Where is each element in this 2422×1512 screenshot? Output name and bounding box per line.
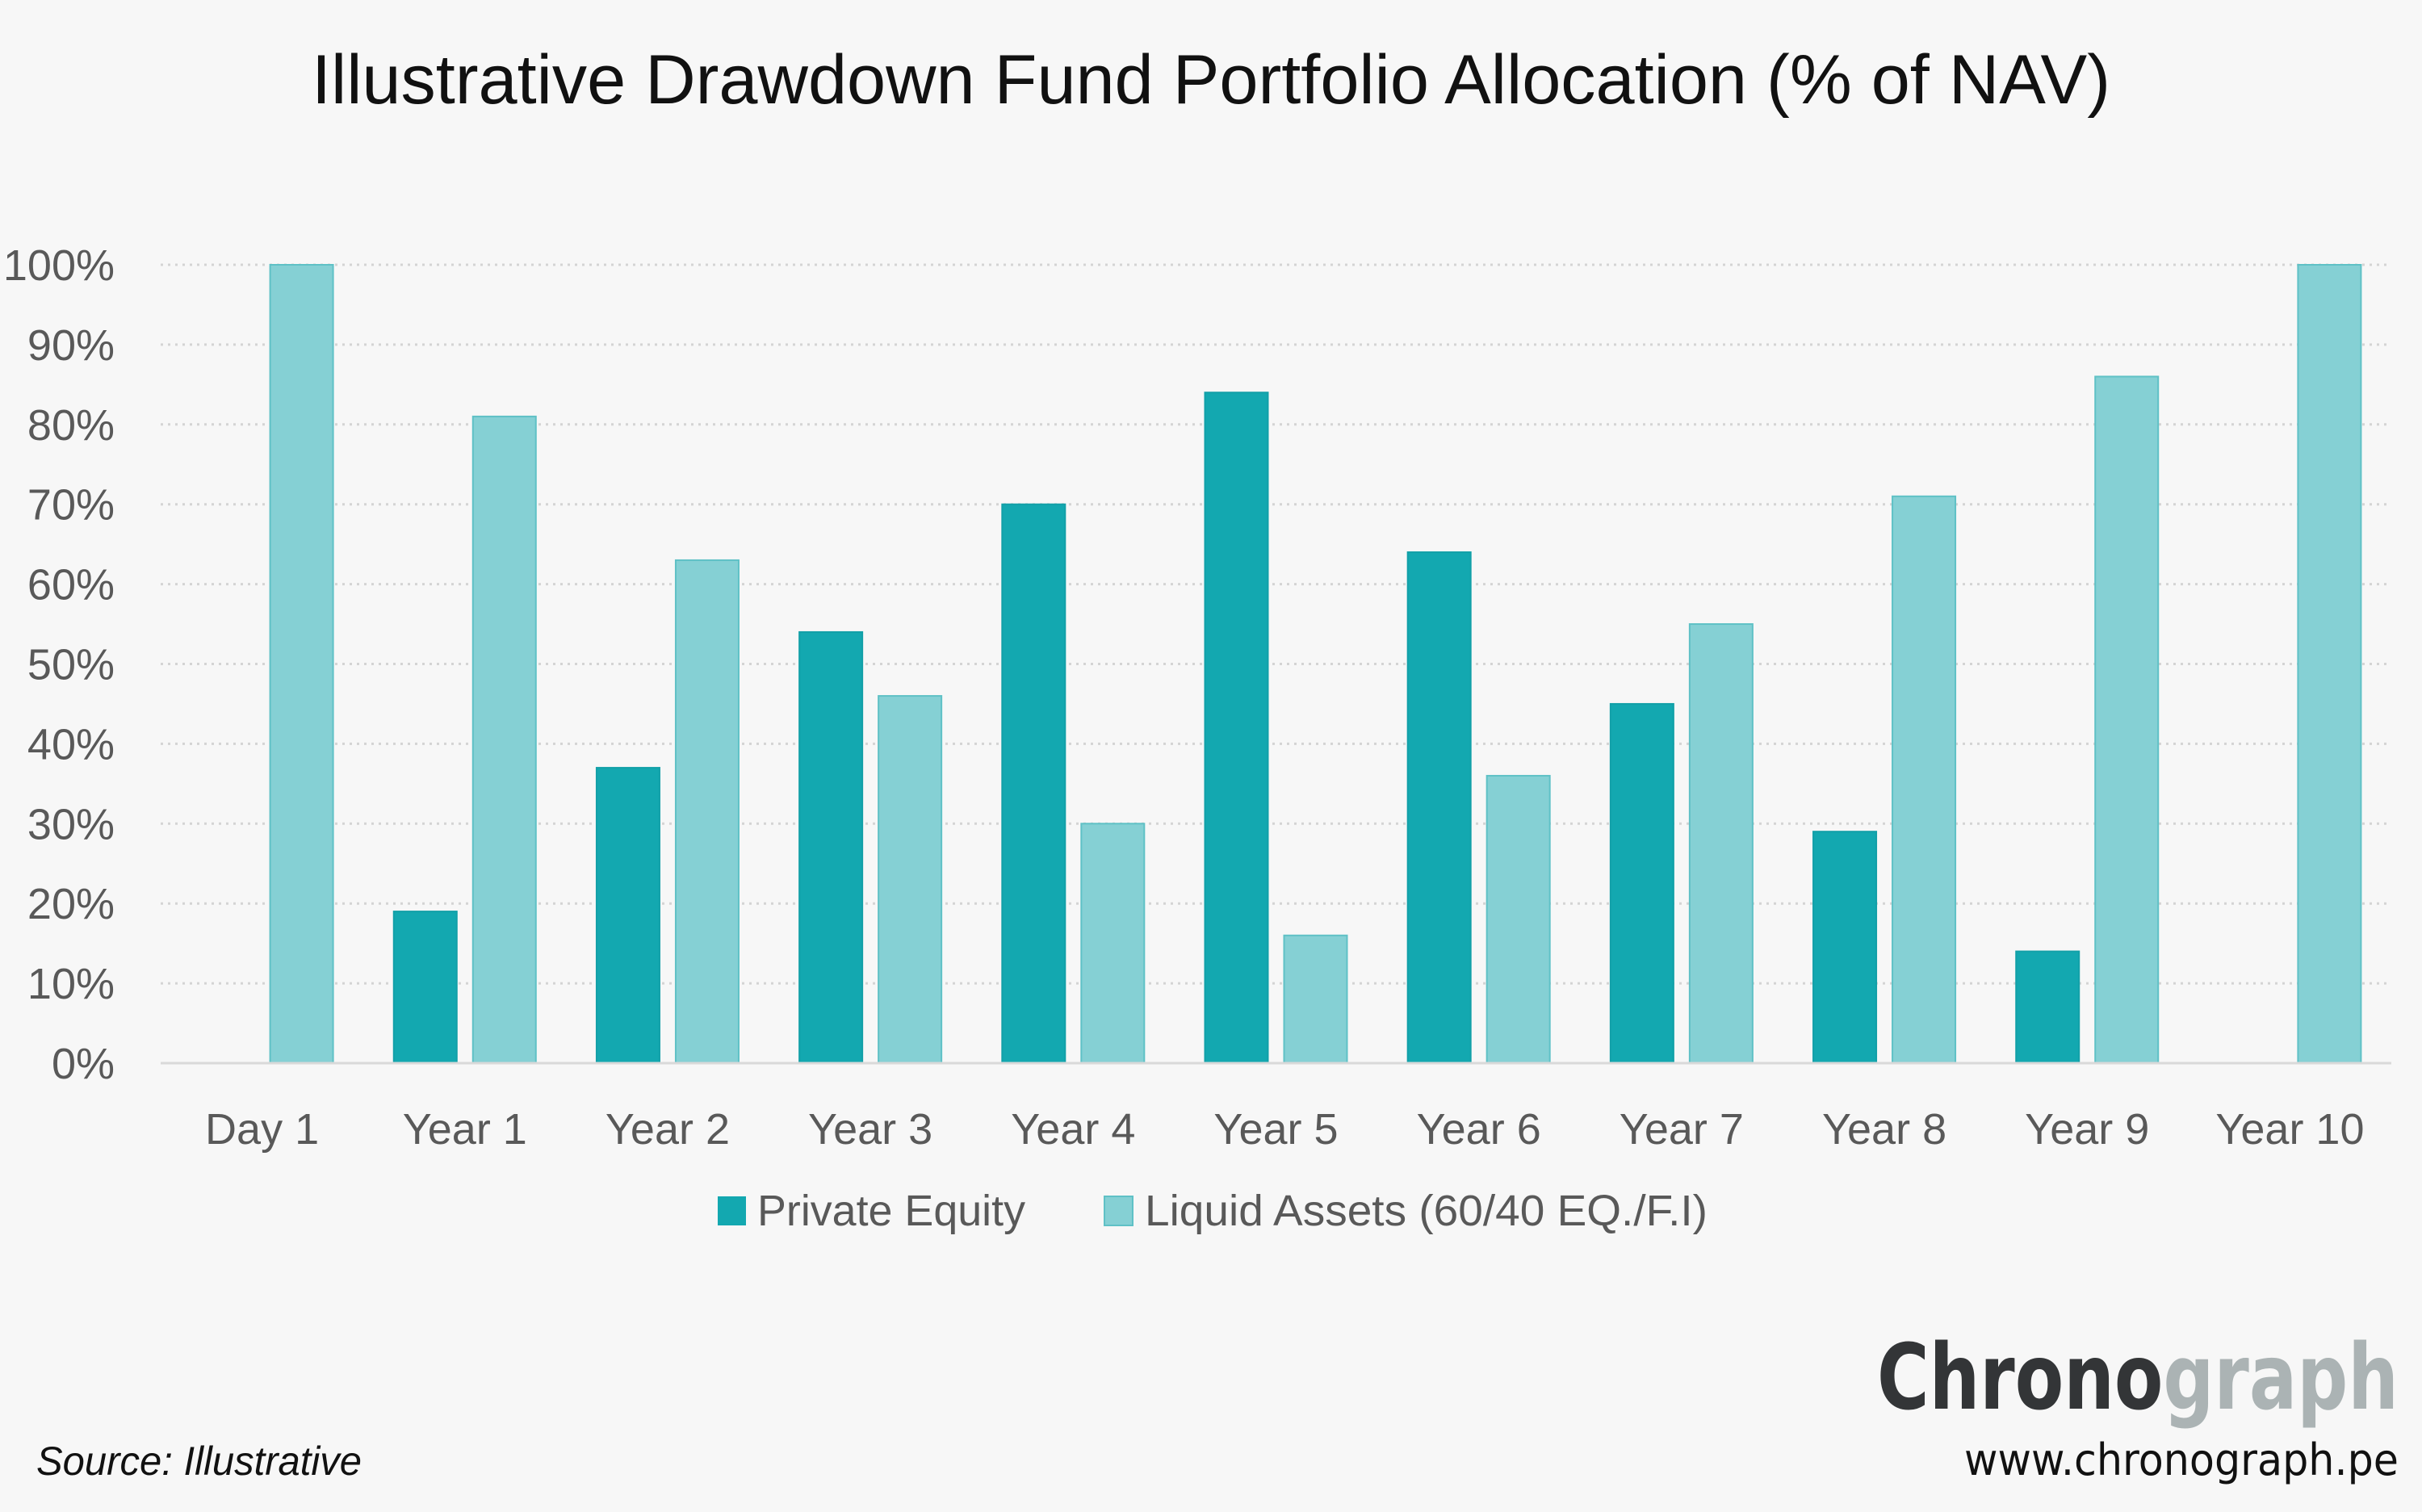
y-tick-label: 70% [27,481,115,530]
bar-liquid-assets[interactable]: Year 4 — Liquid Assets (60/40 EQ./F.I): … [1080,823,1146,1064]
y-tick-label: 60% [27,561,115,609]
x-tick-label: Year 2 [606,1105,730,1154]
bar-private-equity[interactable]: Year 7 — Private Equity: 45% [1609,702,1674,1064]
y-tick-label: 10% [27,960,115,1008]
x-tick-label: Year 10 [2215,1105,2364,1154]
bar-liquid-assets[interactable]: Day 1 — Liquid Assets (60/40 EQ./F.I): 1… [269,264,334,1064]
bar-liquid-assets[interactable]: Year 8 — Liquid Assets (60/40 EQ./F.I): … [1892,495,1957,1064]
bar-liquid-assets[interactable]: Year 3 — Liquid Assets (60/40 EQ./F.I): … [878,695,943,1064]
y-axis-ticks: 0% 10% 20% 30% 40% 50% 60% 70% 80% 90% 100% [3,241,115,1088]
bar-liquid-assets[interactable]: Year 2 — Liquid Assets (60/40 EQ./F.I): … [674,559,740,1064]
y-tick-label: 80% [27,401,115,450]
x-tick-label: Year 4 [1011,1105,1135,1154]
x-axis-ticks: Day 1 Year 1 Year 2 Year 3 Year 4 Year 5 Year … [205,1105,2364,1154]
bar-liquid-assets[interactable]: Year 10 — Liquid Assets (60/40 EQ./F.I):… [2297,264,2362,1064]
y-tick-label: 40% [27,720,115,769]
bar-private-equity[interactable]: Year 4 — Private Equity: 70% [1001,503,1066,1064]
legend-item-private-equity[interactable]: Private Equity [718,1187,1025,1235]
legend-label-private-equity: Private Equity [757,1187,1025,1235]
chronograph-logo: Chronograph [1877,1326,2399,1430]
y-tick-label: 90% [27,321,115,370]
x-tick-label: Year 7 [1620,1105,1744,1154]
x-tick-label: Year 6 [1417,1105,1541,1154]
bar-private-equity[interactable]: Year 6 — Private Equity: 64% [1406,551,1472,1064]
logo-text-chrono: Chrono [1877,1326,2163,1430]
bar-liquid-assets[interactable]: Year 9 — Liquid Assets (60/40 EQ./F.I): … [2094,375,2160,1064]
source-note: Source: Illustrative [36,1439,362,1484]
y-tick-label: 0% [52,1040,115,1088]
bar-liquid-assets[interactable]: Year 5 — Liquid Assets (60/40 EQ./F.I): … [1283,934,1348,1065]
x-tick-label: Year 8 [1822,1105,1946,1154]
chart-title: Illustrative Drawdown Fund Portfolio All… [312,41,2110,119]
y-tick-label: 50% [27,641,115,689]
bar-private-equity[interactable]: Year 3 — Private Equity: 54% [798,630,864,1064]
website-link[interactable]: www.chronograph.pe [1964,1435,2399,1485]
bar-liquid-assets[interactable]: Year 7 — Liquid Assets (60/40 EQ./F.I): … [1688,623,1754,1064]
bar-private-equity[interactable]: Year 9 — Private Equity: 14% [2015,950,2080,1065]
x-tick-label: Year 1 [403,1105,527,1154]
bar-liquid-assets[interactable]: Year 6 — Liquid Assets (60/40 EQ./F.I): … [1485,774,1551,1065]
legend-swatch-liquid-assets [1104,1196,1133,1226]
bar-private-equity[interactable]: Year 1 — Private Equity: 19% [392,911,458,1064]
svg-text:Chronograph: Chronograph [1877,1326,2399,1430]
bar-private-equity[interactable]: Year 2 — Private Equity: 37% [595,767,660,1064]
bar-private-equity[interactable]: Year 5 — Private Equity: 84% [1204,392,1269,1064]
x-tick-label: Day 1 [205,1105,319,1154]
legend-label-liquid-assets: Liquid Assets (60/40 EQ./F.I) [1145,1187,1708,1235]
legend-swatch-private-equity [718,1196,746,1225]
y-tick-label: 100% [3,241,115,290]
y-tick-label: 20% [27,880,115,928]
x-tick-label: Year 3 [808,1105,932,1154]
bars: Day 1 — Liquid Assets (60/40 EQ./F.I): 1… [269,264,2362,1065]
bar-liquid-assets[interactable]: Year 1 — Liquid Assets (60/40 EQ./F.I): … [471,415,537,1064]
logo-text-graph: graph [2163,1326,2399,1430]
x-tick-label: Year 9 [2025,1105,2149,1154]
x-tick-label: Year 5 [1213,1105,1338,1154]
bar-private-equity[interactable]: Year 8 — Private Equity: 29% [1812,831,1878,1064]
legend: Private Equity Liquid Assets (60/40 EQ./… [718,1187,1708,1235]
y-tick-label: 30% [27,800,115,848]
legend-item-liquid-assets[interactable]: Liquid Assets (60/40 EQ./F.I) [1104,1187,1708,1235]
